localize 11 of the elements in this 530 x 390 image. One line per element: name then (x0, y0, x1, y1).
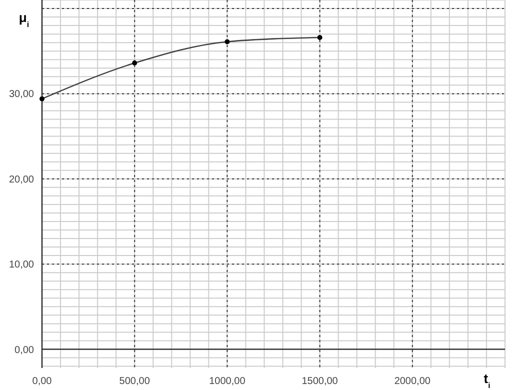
y-tick-label: 20,00 (8, 174, 34, 186)
y-tick-label: 10,00 (8, 260, 34, 271)
y-tick-label: 30,00 (8, 89, 34, 100)
x-tick-label: 1000,00 (209, 376, 246, 387)
x-tick-label: 0,00 (32, 376, 52, 387)
x-tick-label: 500,00 (119, 376, 150, 387)
x-tick-label: 1500,00 (302, 376, 338, 387)
y-tick-label: 0,00 (14, 344, 34, 356)
x-axis-title: t$_{i}$ (484, 371, 490, 390)
y-axis-title: μ$_{i}$ (18, 10, 30, 28)
x-tick-label: 2000,00 (394, 376, 431, 387)
